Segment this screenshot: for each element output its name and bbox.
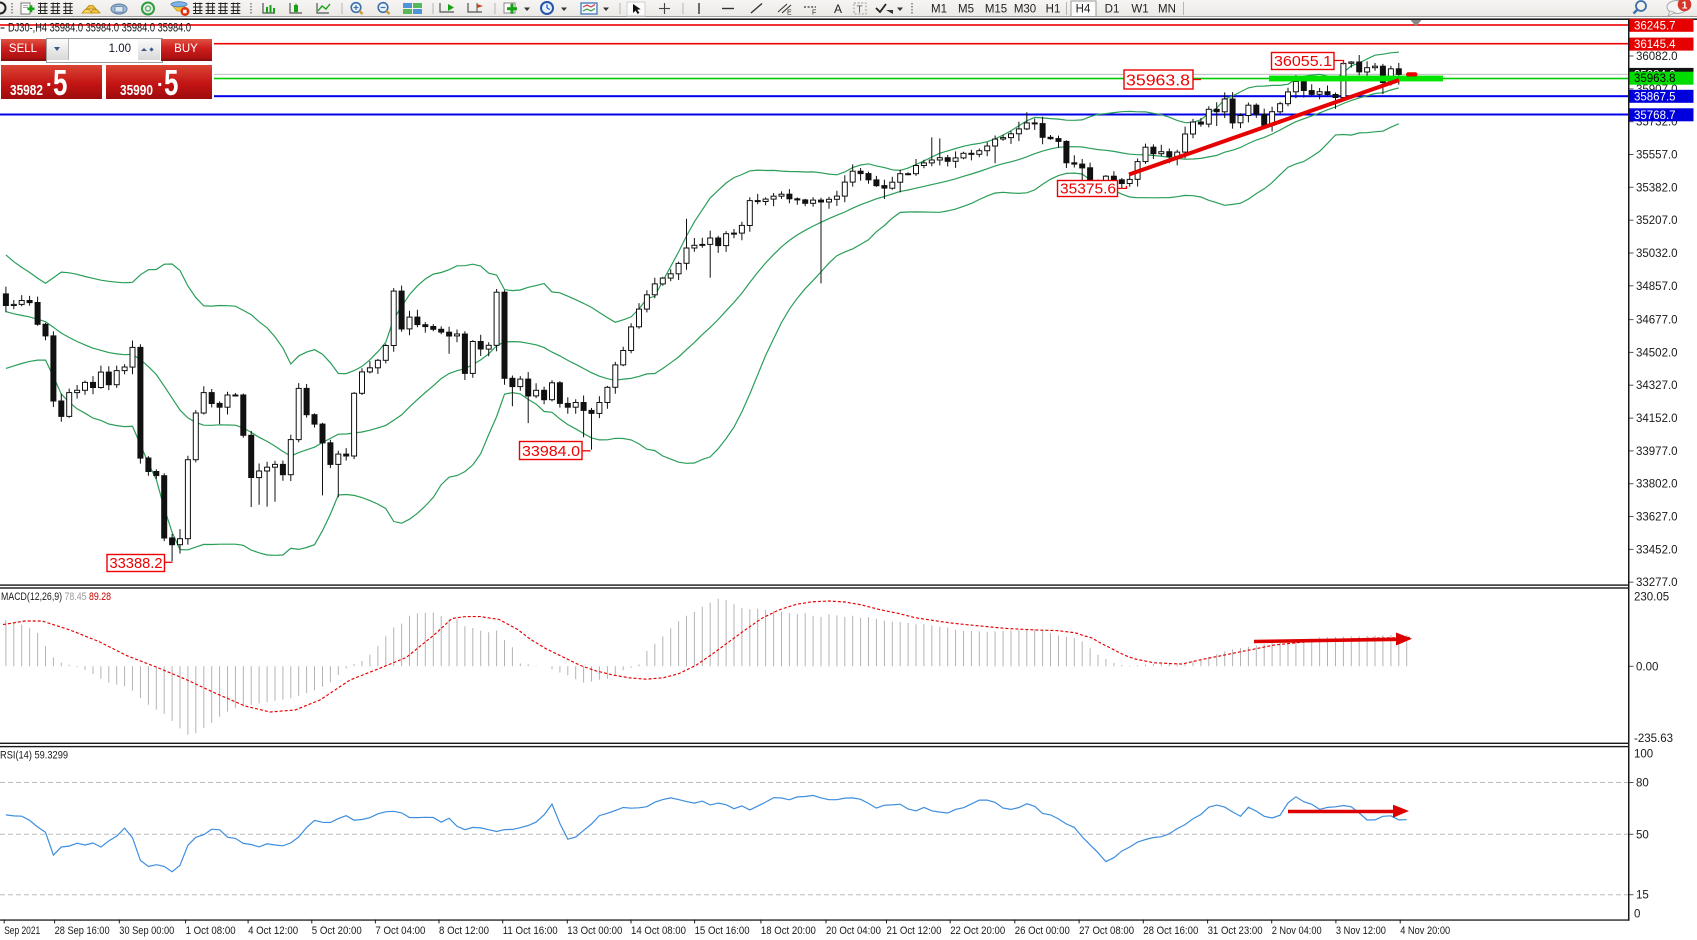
svg-text:34677.0: 34677.0 — [1636, 315, 1678, 327]
svg-text:36082.0: 36082.0 — [1636, 51, 1678, 63]
svg-text:H1: H1 — [1046, 4, 1061, 16]
svg-text:4 Oct 12:00: 4 Oct 12:00 — [248, 925, 298, 937]
svg-text:230.05: 230.05 — [1634, 592, 1669, 604]
svg-text:22 Oct 20:00: 22 Oct 20:00 — [950, 925, 1005, 937]
svg-text:33977.0: 33977.0 — [1636, 446, 1678, 458]
svg-text:36055.1: 36055.1 — [1274, 54, 1332, 70]
svg-text:W1: W1 — [1131, 4, 1148, 16]
svg-text:33802.0: 33802.0 — [1636, 479, 1678, 491]
svg-text:34152.0: 34152.0 — [1636, 413, 1678, 425]
svg-text:31 Oct 23:00: 31 Oct 23:00 — [1208, 925, 1263, 937]
svg-text:A: A — [834, 2, 842, 16]
svg-text:D1: D1 — [1105, 4, 1120, 16]
svg-text:18 Oct 20:00: 18 Oct 20:00 — [761, 925, 816, 937]
svg-text:15 Oct 16:00: 15 Oct 16:00 — [695, 925, 750, 937]
svg-text:35867.5: 35867.5 — [1634, 91, 1676, 103]
svg-text:35207.0: 35207.0 — [1636, 215, 1678, 227]
svg-text:3 Nov 12:00: 3 Nov 12:00 — [1336, 925, 1386, 937]
svg-text:35963.8: 35963.8 — [1126, 72, 1190, 89]
svg-text:13 Oct 00:00: 13 Oct 00:00 — [567, 925, 622, 937]
svg-text:35768.7: 35768.7 — [1634, 110, 1676, 122]
svg-text:30 Sep 00:00: 30 Sep 00:00 — [119, 925, 174, 937]
svg-text:-235.63: -235.63 — [1634, 733, 1673, 745]
svg-text:35963.8: 35963.8 — [1634, 73, 1676, 85]
svg-text:27 Oct 08:00: 27 Oct 08:00 — [1079, 925, 1134, 937]
svg-text:34857.0: 34857.0 — [1636, 281, 1678, 293]
svg-text:28 Oct 16:00: 28 Oct 16:00 — [1143, 925, 1198, 937]
svg-text:M1: M1 — [931, 4, 947, 16]
svg-text:35375.6: 35375.6 — [1060, 182, 1116, 198]
svg-text:M15: M15 — [985, 4, 1007, 16]
svg-text:80: 80 — [1636, 778, 1649, 790]
svg-text:35382.0: 35382.0 — [1636, 182, 1678, 194]
svg-text:5 Oct 20:00: 5 Oct 20:00 — [312, 925, 362, 937]
svg-text:100: 100 — [1634, 749, 1653, 761]
svg-text:RSI(14) 59.3299: RSI(14) 59.3299 — [0, 750, 68, 762]
svg-text:11 Oct 16:00: 11 Oct 16:00 — [503, 925, 558, 937]
svg-text:MN: MN — [1158, 4, 1176, 16]
svg-text:36145.4: 36145.4 — [1634, 39, 1676, 51]
svg-text:20 Oct 04:00: 20 Oct 04:00 — [826, 925, 881, 937]
svg-text:34327.0: 34327.0 — [1636, 380, 1678, 392]
svg-text:35032.0: 35032.0 — [1636, 248, 1678, 260]
svg-text:M5: M5 — [958, 4, 974, 16]
svg-text:T: T — [857, 5, 863, 16]
svg-text:26 Oct 00:00: 26 Oct 00:00 — [1015, 925, 1070, 937]
svg-text:2 Nov 04:00: 2 Nov 04:00 — [1272, 925, 1322, 937]
svg-text:33388.2: 33388.2 — [110, 556, 163, 572]
svg-text:33984.0: 33984.0 — [522, 443, 580, 460]
svg-text:36245.7: 36245.7 — [1634, 20, 1676, 32]
svg-text:MACD(12,26,9) 78.45 89.28: MACD(12,26,9) 78.45 89.28 — [1, 591, 111, 603]
svg-text:E: E — [787, 10, 792, 17]
svg-text:28 Sep 16:00: 28 Sep 16:00 — [55, 925, 110, 937]
svg-text:1: 1 — [1682, 0, 1688, 12]
svg-text:21 Oct 12:00: 21 Oct 12:00 — [887, 925, 942, 937]
svg-text:35557.0: 35557.0 — [1636, 150, 1678, 162]
svg-text:Sep 2021: Sep 2021 — [4, 925, 40, 937]
svg-text:34502.0: 34502.0 — [1636, 347, 1678, 359]
svg-text:1 Oct 08:00: 1 Oct 08:00 — [186, 925, 236, 937]
svg-text:50: 50 — [1636, 829, 1649, 841]
svg-text:7 Oct 04:00: 7 Oct 04:00 — [375, 925, 425, 937]
svg-text:15: 15 — [1636, 890, 1649, 902]
svg-text:H4: H4 — [1076, 4, 1091, 16]
svg-text:0.00: 0.00 — [1636, 661, 1658, 673]
svg-text:M30: M30 — [1014, 4, 1036, 16]
svg-text:F: F — [812, 10, 816, 17]
svg-text:14 Oct 08:00: 14 Oct 08:00 — [631, 925, 686, 937]
svg-text:33627.0: 33627.0 — [1636, 512, 1678, 524]
svg-text:8 Oct 12:00: 8 Oct 12:00 — [439, 925, 489, 937]
svg-text:4 Nov 20:00: 4 Nov 20:00 — [1400, 925, 1450, 937]
svg-text:DJ30-,H4 35984.0 35984.0 3598: DJ30-,H4 35984.0 35984.0 35984.0 35984.0 — [8, 23, 191, 35]
svg-text:33452.0: 33452.0 — [1636, 544, 1678, 556]
svg-text:0: 0 — [1634, 909, 1640, 921]
svg-text:33277.0: 33277.0 — [1636, 577, 1678, 589]
